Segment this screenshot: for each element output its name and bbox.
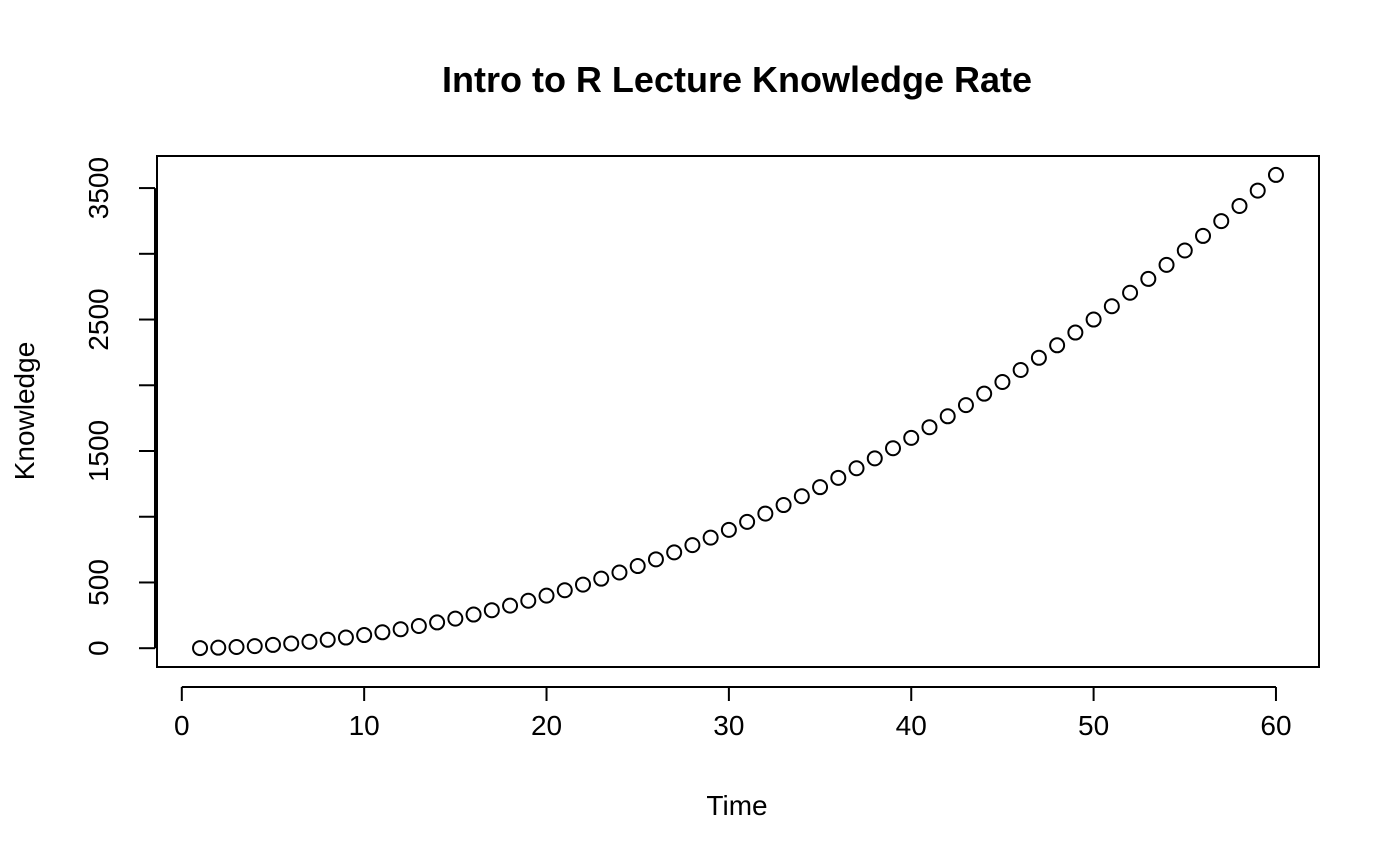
data-point bbox=[429, 614, 446, 631]
data-point bbox=[1085, 311, 1102, 328]
data-point bbox=[957, 397, 974, 414]
data-point bbox=[301, 633, 318, 650]
data-point bbox=[374, 624, 391, 641]
data-point bbox=[976, 385, 993, 402]
data-point bbox=[812, 479, 829, 496]
x-tick-label: 60 bbox=[1260, 710, 1291, 741]
data-point bbox=[666, 544, 683, 561]
data-point bbox=[1012, 362, 1029, 379]
data-point bbox=[264, 636, 281, 653]
data-point bbox=[1122, 284, 1139, 301]
data-point bbox=[483, 602, 500, 619]
data-point bbox=[356, 627, 373, 644]
x-tick-label: 0 bbox=[174, 710, 190, 741]
data-point bbox=[848, 460, 865, 477]
data-point bbox=[866, 450, 883, 467]
data-point bbox=[1049, 337, 1066, 354]
data-point bbox=[1140, 270, 1157, 287]
plot-frame bbox=[156, 155, 1320, 668]
data-point bbox=[1158, 256, 1175, 273]
data-point bbox=[465, 606, 482, 623]
data-point bbox=[830, 469, 847, 486]
data-point bbox=[720, 521, 737, 538]
data-point bbox=[593, 570, 610, 587]
data-point bbox=[283, 635, 300, 652]
data-point bbox=[210, 639, 227, 656]
x-tick-label: 30 bbox=[713, 710, 744, 741]
x-tick-label: 50 bbox=[1078, 710, 1109, 741]
data-point bbox=[1213, 213, 1230, 230]
data-point bbox=[502, 597, 519, 614]
data-points bbox=[192, 166, 1284, 657]
data-point bbox=[739, 513, 756, 530]
data-point bbox=[574, 576, 591, 593]
data-point bbox=[1267, 166, 1284, 183]
data-point bbox=[994, 373, 1011, 390]
data-point bbox=[793, 488, 810, 505]
data-point bbox=[1176, 242, 1193, 259]
y-tick-label: 2500 bbox=[83, 288, 114, 350]
y-tick-label: 500 bbox=[83, 559, 114, 606]
data-point bbox=[702, 529, 719, 546]
x-tick-label: 10 bbox=[349, 710, 380, 741]
y-tick-label: 0 bbox=[83, 640, 114, 656]
x-axis: 0 10 20 30 40 50 60 bbox=[174, 686, 1292, 741]
data-point bbox=[775, 497, 792, 514]
data-point bbox=[410, 617, 427, 634]
data-point bbox=[246, 638, 263, 655]
data-point bbox=[629, 558, 646, 575]
data-point bbox=[392, 621, 409, 638]
data-point bbox=[757, 505, 774, 522]
data-point bbox=[319, 631, 336, 648]
data-point bbox=[921, 419, 938, 436]
data-point bbox=[1103, 298, 1120, 315]
data-point bbox=[684, 537, 701, 554]
y-axis-label: Knowledge bbox=[9, 342, 40, 481]
data-point bbox=[903, 429, 920, 446]
data-point bbox=[611, 564, 628, 581]
data-point bbox=[1231, 197, 1248, 214]
data-point bbox=[1195, 227, 1212, 244]
y-tick-label: 3500 bbox=[83, 157, 114, 219]
y-axis: 0 500 1500 2500 3500 bbox=[83, 157, 156, 656]
data-point bbox=[228, 639, 245, 656]
data-point bbox=[447, 610, 464, 627]
data-point bbox=[556, 582, 573, 599]
data-point bbox=[1249, 182, 1266, 199]
data-point bbox=[1030, 349, 1047, 366]
data-point bbox=[520, 592, 537, 609]
data-point bbox=[939, 408, 956, 425]
data-point bbox=[337, 629, 354, 646]
x-axis-label: Time bbox=[706, 790, 767, 821]
y-tick-label: 1500 bbox=[83, 420, 114, 482]
data-point bbox=[885, 440, 902, 457]
x-tick-label: 20 bbox=[531, 710, 562, 741]
data-point bbox=[538, 587, 555, 604]
data-point bbox=[1067, 324, 1084, 341]
x-tick-label: 40 bbox=[896, 710, 927, 741]
chart-title: Intro to R Lecture Knowledge Rate bbox=[442, 59, 1032, 100]
data-point bbox=[647, 551, 664, 568]
data-point bbox=[192, 640, 209, 657]
